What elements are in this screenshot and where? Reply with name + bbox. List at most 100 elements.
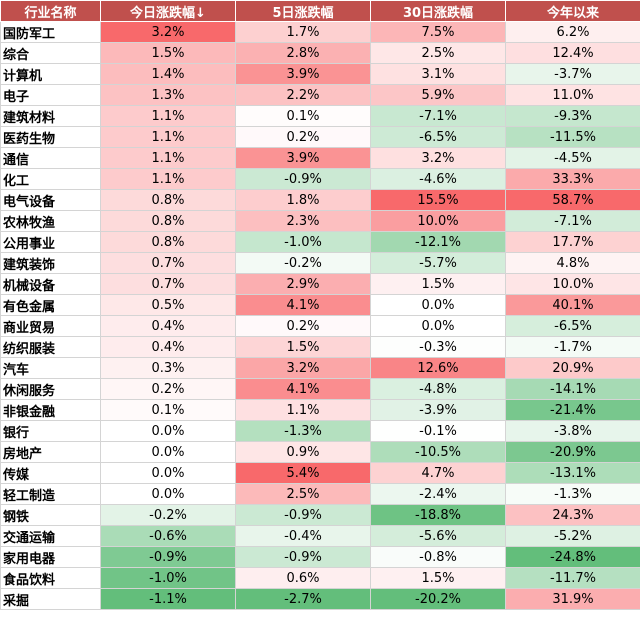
- 30day-change-cell: -6.5%: [370, 126, 506, 148]
- ytd-change-cell: -9.3%: [505, 105, 640, 127]
- 5day-change-cell: 0.9%: [235, 441, 371, 463]
- ytd-change-cell: 17.7%: [505, 231, 640, 253]
- today-change-cell: 1.1%: [100, 147, 236, 169]
- ytd-change-cell: 11.0%: [505, 84, 640, 106]
- table-row: 有色金属 0.5% 4.1% 0.0% 40.1%: [0, 294, 640, 316]
- industry-name-cell: 建筑材料: [0, 105, 101, 127]
- 30day-change-cell: -7.1%: [370, 105, 506, 127]
- 5day-change-cell: -1.3%: [235, 420, 371, 442]
- 5day-change-cell: -0.9%: [235, 504, 371, 526]
- 5day-change-cell: -0.4%: [235, 525, 371, 547]
- industry-name-cell: 非银金融: [0, 399, 101, 421]
- ytd-change-cell: -3.8%: [505, 420, 640, 442]
- table-row: 电子 1.3% 2.2% 5.9% 11.0%: [0, 84, 640, 106]
- 30day-change-cell: 0.0%: [370, 294, 506, 316]
- today-change-cell: 0.7%: [100, 252, 236, 274]
- header-5day-change[interactable]: 5日涨跌幅: [235, 0, 371, 22]
- today-change-cell: -1.1%: [100, 588, 236, 610]
- 5day-change-cell: -1.0%: [235, 231, 371, 253]
- ytd-change-cell: -5.2%: [505, 525, 640, 547]
- today-change-cell: 0.8%: [100, 231, 236, 253]
- table-row: 建筑材料 1.1% 0.1% -7.1% -9.3%: [0, 105, 640, 127]
- 5day-change-cell: -0.9%: [235, 168, 371, 190]
- today-change-cell: -1.0%: [100, 567, 236, 589]
- ytd-change-cell: 40.1%: [505, 294, 640, 316]
- table-row: 银行 0.0% -1.3% -0.1% -3.8%: [0, 420, 640, 442]
- 5day-change-cell: 2.8%: [235, 42, 371, 64]
- today-change-cell: 1.1%: [100, 105, 236, 127]
- table-row: 医药生物 1.1% 0.2% -6.5% -11.5%: [0, 126, 640, 148]
- today-change-cell: -0.2%: [100, 504, 236, 526]
- 30day-change-cell: -12.1%: [370, 231, 506, 253]
- 30day-change-cell: 4.7%: [370, 462, 506, 484]
- industry-name-cell: 食品饮料: [0, 567, 101, 589]
- 30day-change-cell: -2.4%: [370, 483, 506, 505]
- 30day-change-cell: 12.6%: [370, 357, 506, 379]
- ytd-change-cell: -24.8%: [505, 546, 640, 568]
- table-row: 钢铁 -0.2% -0.9% -18.8% 24.3%: [0, 504, 640, 526]
- 30day-change-cell: -20.2%: [370, 588, 506, 610]
- 5day-change-cell: 1.7%: [235, 21, 371, 43]
- industry-name-cell: 钢铁: [0, 504, 101, 526]
- 30day-change-cell: 10.0%: [370, 210, 506, 232]
- industry-name-cell: 电气设备: [0, 189, 101, 211]
- industry-name-cell: 轻工制造: [0, 483, 101, 505]
- 5day-change-cell: 3.2%: [235, 357, 371, 379]
- table-row: 食品饮料 -1.0% 0.6% 1.5% -11.7%: [0, 567, 640, 589]
- ytd-change-cell: 31.9%: [505, 588, 640, 610]
- today-change-cell: 3.2%: [100, 21, 236, 43]
- 5day-change-cell: -0.2%: [235, 252, 371, 274]
- ytd-change-cell: -6.5%: [505, 315, 640, 337]
- table-row: 计算机 1.4% 3.9% 3.1% -3.7%: [0, 63, 640, 85]
- 30day-change-cell: 3.2%: [370, 147, 506, 169]
- industry-name-cell: 交通运输: [0, 525, 101, 547]
- ytd-change-cell: -3.7%: [505, 63, 640, 85]
- header-ytd-change[interactable]: 今年以来: [505, 0, 640, 22]
- table-row: 纺织服装 0.4% 1.5% -0.3% -1.7%: [0, 336, 640, 358]
- industry-name-cell: 国防军工: [0, 21, 101, 43]
- ytd-change-cell: -7.1%: [505, 210, 640, 232]
- 5day-change-cell: 2.3%: [235, 210, 371, 232]
- 30day-change-cell: 0.0%: [370, 315, 506, 337]
- ytd-change-cell: 6.2%: [505, 21, 640, 43]
- industry-name-cell: 机械设备: [0, 273, 101, 295]
- today-change-cell: 0.8%: [100, 189, 236, 211]
- ytd-change-cell: -14.1%: [505, 378, 640, 400]
- industry-name-cell: 房地产: [0, 441, 101, 463]
- 30day-change-cell: -5.7%: [370, 252, 506, 274]
- industry-name-cell: 汽车: [0, 357, 101, 379]
- 30day-change-cell: 7.5%: [370, 21, 506, 43]
- 5day-change-cell: 4.1%: [235, 378, 371, 400]
- today-change-cell: 0.0%: [100, 420, 236, 442]
- industry-name-cell: 纺织服装: [0, 336, 101, 358]
- industry-name-cell: 综合: [0, 42, 101, 64]
- 5day-change-cell: 5.4%: [235, 462, 371, 484]
- ytd-change-cell: 24.3%: [505, 504, 640, 526]
- today-change-cell: 0.0%: [100, 441, 236, 463]
- table-row: 通信 1.1% 3.9% 3.2% -4.5%: [0, 147, 640, 169]
- header-industry[interactable]: 行业名称: [0, 0, 101, 22]
- 5day-change-cell: 3.9%: [235, 63, 371, 85]
- header-30day-change[interactable]: 30日涨跌幅: [370, 0, 506, 22]
- today-change-cell: 0.4%: [100, 336, 236, 358]
- table-row: 交通运输 -0.6% -0.4% -5.6% -5.2%: [0, 525, 640, 547]
- ytd-change-cell: 20.9%: [505, 357, 640, 379]
- industry-name-cell: 医药生物: [0, 126, 101, 148]
- today-change-cell: 0.8%: [100, 210, 236, 232]
- 30day-change-cell: 3.1%: [370, 63, 506, 85]
- ytd-change-cell: -1.3%: [505, 483, 640, 505]
- today-change-cell: 0.7%: [100, 273, 236, 295]
- header-today-change[interactable]: 今日涨跌幅↓: [100, 0, 236, 22]
- 5day-change-cell: 1.1%: [235, 399, 371, 421]
- industry-name-cell: 公用事业: [0, 231, 101, 253]
- 5day-change-cell: 0.6%: [235, 567, 371, 589]
- today-change-cell: 0.0%: [100, 483, 236, 505]
- industry-name-cell: 休闲服务: [0, 378, 101, 400]
- ytd-change-cell: -1.7%: [505, 336, 640, 358]
- ytd-change-cell: -20.9%: [505, 441, 640, 463]
- today-change-cell: 1.3%: [100, 84, 236, 106]
- industry-name-cell: 农林牧渔: [0, 210, 101, 232]
- 5day-change-cell: 4.1%: [235, 294, 371, 316]
- today-change-cell: 0.1%: [100, 399, 236, 421]
- 30day-change-cell: 5.9%: [370, 84, 506, 106]
